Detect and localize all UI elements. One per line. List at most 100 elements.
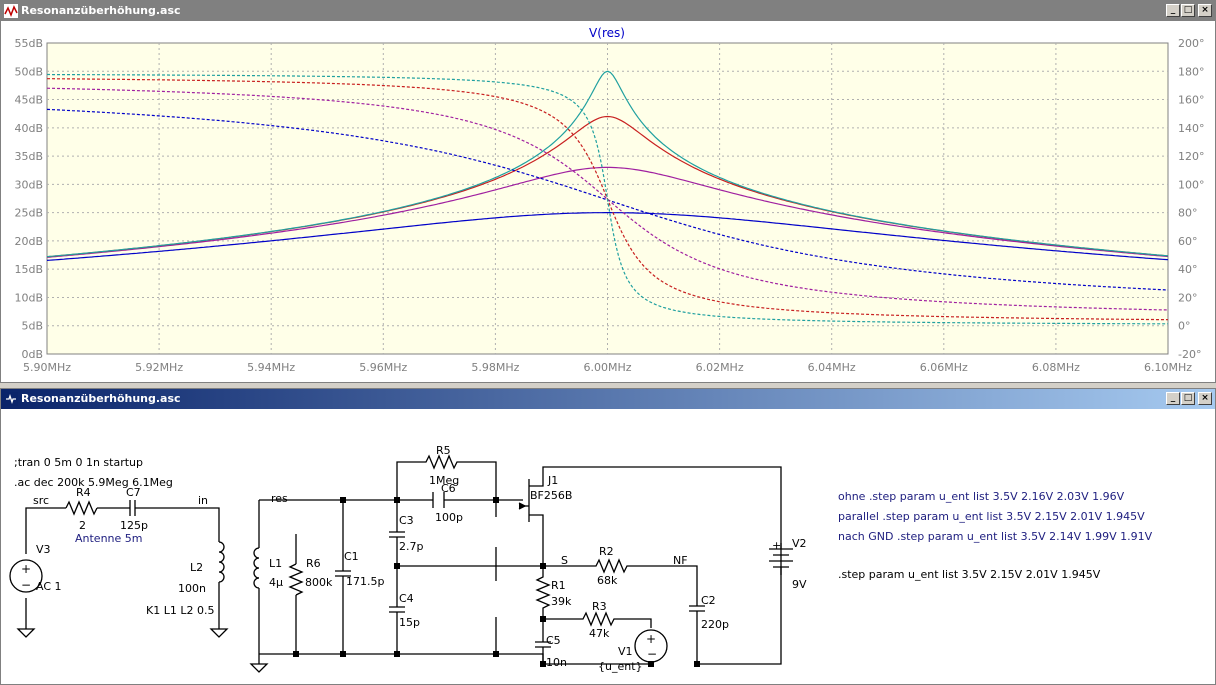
c7-label: C7 <box>126 486 141 499</box>
y-right-tick-label: 180° <box>1178 65 1205 78</box>
step-line-nach-gnd[interactable]: nach GND .step param u_ent list 3.5V 2.1… <box>838 530 1153 543</box>
y-right-tick-label: 140° <box>1178 122 1205 135</box>
y-left-tick-label: 40dB <box>14 122 43 135</box>
minimize-button[interactable]: _ <box>1166 392 1180 405</box>
net-src: src <box>33 494 49 507</box>
plot-window: Resonanzüberhöhung.asc _ □ × 55dB 50dB 45d… <box>0 0 1216 383</box>
x-tick-label: 5.92MHz <box>135 361 183 374</box>
phase-trace-7[interactable] <box>47 73 1168 325</box>
x-tick-label: 5.96MHz <box>359 361 407 374</box>
y-right-tick-label: 200° <box>1178 37 1205 50</box>
svg-text:−: − <box>21 578 31 592</box>
c6-value: 100p <box>435 511 463 524</box>
y-right-tick-label: -20° <box>1178 348 1201 361</box>
r5-label: R5 <box>436 444 451 457</box>
y-left-tick-label: 55dB <box>14 37 43 50</box>
coupling-k1[interactable]: K1 L1 L2 0.5 <box>146 604 214 617</box>
magnitude-trace-3[interactable] <box>46 70 1169 258</box>
y-left-tick-label: 0dB <box>21 348 43 361</box>
antenna-label: Antenne 5m <box>75 532 143 545</box>
c7-value: 125p <box>120 519 148 532</box>
step-line-active[interactable]: .step param u_ent list 3.5V 2.15V 2.01V … <box>838 568 1101 581</box>
maximize-button[interactable]: □ <box>1181 392 1195 405</box>
l2-label: L2 <box>190 561 203 574</box>
l1-label: L1 <box>269 557 282 570</box>
schematic-window-title: Resonanzüberhöhung.asc <box>21 392 181 405</box>
trace-label[interactable]: V(res) <box>589 26 625 40</box>
c5-value: 10n <box>546 656 567 669</box>
y-left-tick-label: 50dB <box>14 65 43 78</box>
net-in: in <box>198 494 208 507</box>
close-button[interactable]: × <box>1198 4 1212 17</box>
y-left-tick-label: 30dB <box>14 178 43 191</box>
c4-label: C4 <box>399 592 414 605</box>
y-right-tick-label: 40° <box>1178 263 1198 276</box>
source-v3[interactable] <box>9 559 43 593</box>
phase-trace-5[interactable] <box>46 87 1169 311</box>
svg-text:+: + <box>21 562 31 576</box>
y-left-tick-label: 5dB <box>21 320 43 333</box>
r6-label: R6 <box>306 557 321 570</box>
directive-ac[interactable]: .ac dec 200k 5.9Meg 6.1Meg <box>14 476 173 489</box>
waveform-plot[interactable]: 55dB 50dB 45dB 40dB 35dB 30dB 25dB 20dB 15dB 10dB… <box>1 21 1215 382</box>
net-s: S <box>561 554 568 567</box>
y-right-tick-label: 80° <box>1178 207 1198 220</box>
l2-value: 100n <box>178 582 206 595</box>
y-right-tick-label: 100° <box>1178 178 1205 191</box>
j1-label: J1 <box>547 474 558 487</box>
r1-label: R1 <box>551 579 566 592</box>
plot-window-title: Resonanzüberhöhung.asc <box>21 4 181 17</box>
magnitude-trace-0[interactable] <box>46 212 1169 261</box>
r4-value: 2 <box>79 519 86 532</box>
c2-value: 220p <box>701 618 729 631</box>
r5-value: 1Meg <box>429 474 459 487</box>
y-right-tick-label: 60° <box>1178 235 1198 248</box>
r3-label: R3 <box>592 600 607 613</box>
maximize-button[interactable]: □ <box>1181 4 1195 17</box>
l1-value: 4µ <box>269 576 283 589</box>
x-tick-label: 5.90MHz <box>23 361 71 374</box>
y-left-tick-label: 20dB <box>14 235 43 248</box>
svg-text:+: + <box>772 539 781 552</box>
x-tick-label: 5.94MHz <box>247 361 295 374</box>
y-right-tick-label: 20° <box>1178 291 1198 304</box>
step-line-parallel[interactable]: parallel .step param u_ent list 3.5V 2.1… <box>838 510 1145 523</box>
r2-label: R2 <box>599 545 614 558</box>
v1-value: {u_ent} <box>598 660 643 673</box>
y-right-tick-label: 160° <box>1178 94 1205 107</box>
svg-text:−: − <box>647 647 657 661</box>
c4-value: 15p <box>399 616 420 629</box>
r4-label: R4 <box>76 486 91 499</box>
c5-label: C5 <box>546 634 561 647</box>
x-tick-label: 6.00MHz <box>583 361 631 374</box>
x-tick-label: 5.98MHz <box>471 361 519 374</box>
directive-tran[interactable]: ;tran 0 5m 0 1n startup <box>14 456 143 469</box>
x-tick-label: 6.10MHz <box>1144 361 1192 374</box>
r2-value: 68k <box>597 574 618 587</box>
c6-label: C6 <box>441 482 456 495</box>
y-left-tick-label: 25dB <box>14 207 43 220</box>
magnitude-trace-1[interactable] <box>46 166 1169 258</box>
c2-label: C2 <box>701 594 716 607</box>
x-tick-label: 6.08MHz <box>1032 361 1080 374</box>
r1-value: 39k <box>551 595 572 608</box>
schematic-window: Resonanzüberhöhung.asc _ □ × <box>0 388 1216 685</box>
c1-value: 171.5p <box>346 575 384 588</box>
schematic-canvas[interactable]: +− +− + ;tran 0 5m 0 1n startup .ac dec … <box>1 409 1215 684</box>
minimize-button[interactable]: _ <box>1166 4 1180 17</box>
v3-value: AC 1 <box>36 580 62 593</box>
x-tick-label: 6.04MHz <box>808 361 856 374</box>
schematic-window-titlebar[interactable]: Resonanzüberhöhung.asc _ □ × <box>1 389 1215 409</box>
v1-label: V1 <box>618 645 633 658</box>
net-res: res <box>271 492 288 505</box>
y-right-tick-label: 120° <box>1178 150 1205 163</box>
r6-value: 800k <box>305 576 333 589</box>
v3-label: V3 <box>36 543 51 556</box>
net-nf: NF <box>673 554 688 567</box>
plot-window-titlebar[interactable]: Resonanzüberhöhung.asc _ □ × <box>1 1 1215 21</box>
close-button[interactable]: × <box>1198 392 1212 405</box>
step-line-ohne[interactable]: ohne .step param u_ent list 3.5V 2.16V 2… <box>838 490 1125 503</box>
waveform-icon <box>4 4 18 18</box>
j1-value: BF256B <box>530 489 572 502</box>
c3-label: C3 <box>399 514 414 527</box>
